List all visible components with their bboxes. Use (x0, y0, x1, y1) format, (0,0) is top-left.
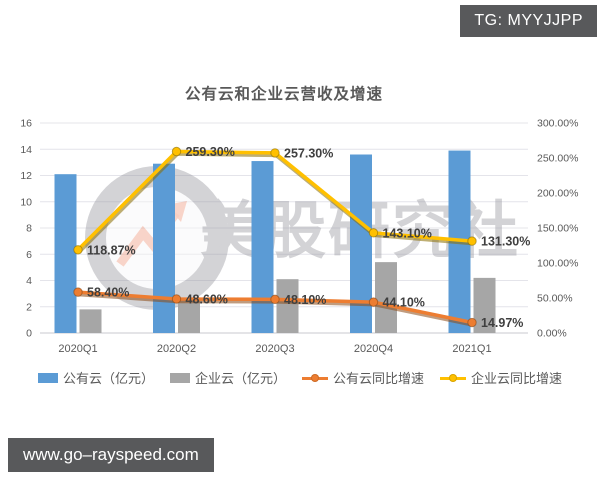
chart-legend: 公有云（亿元） 企业云（亿元） 公有云同比增速 企业云同比增速 (0, 368, 600, 387)
x-axis-tick: 2020Q1 (58, 343, 97, 355)
x-axis-tick: 2021Q1 (452, 343, 491, 355)
x-axis-tick: 2020Q2 (157, 343, 196, 355)
orange-line-swatch-icon (302, 373, 328, 383)
data-label: 259.30% (186, 145, 235, 159)
bar-公有云（亿元） (350, 154, 372, 333)
left-axis-tick: 8 (26, 223, 32, 235)
legend-item-public-cloud-growth: 公有云同比增速 (302, 368, 424, 387)
bar-公有云（亿元） (54, 174, 77, 333)
marker-公有云同比增速 (467, 317, 477, 328)
left-axis-tick: 4 (26, 275, 32, 287)
data-label: 143.10% (383, 226, 432, 240)
chart-title: 公有云和企业云营收及增速 (184, 86, 383, 103)
gray-bar-swatch-icon (169, 372, 190, 383)
yellow-line-swatch-icon (440, 373, 467, 383)
bar-企业云（亿元） (375, 262, 397, 333)
left-axis-tick: 2 (26, 301, 32, 313)
blue-bar-swatch-icon (37, 372, 58, 383)
bar-企业云（亿元） (79, 309, 102, 333)
marker-企业云同比增速 (73, 245, 83, 255)
legend-label: 企业云（亿元） (194, 371, 286, 386)
right-axis-tick: 50.00% (537, 293, 573, 305)
tg-watermark-badge: TG: MYYJJPP (460, 5, 597, 37)
x-axis-tick: 2020Q4 (354, 343, 393, 355)
data-label: 48.10% (284, 293, 326, 307)
bar-公有云（亿元） (251, 161, 274, 333)
right-axis-tick: 300.00% (537, 118, 578, 130)
right-axis-tick: 100.00% (537, 258, 578, 270)
legend-label: 公有云（亿元） (62, 371, 154, 386)
right-axis-tick: 250.00% (537, 153, 578, 165)
marker-公有云同比增速 (368, 297, 379, 307)
data-label: 44.10% (383, 296, 425, 310)
left-axis-tick: 12 (20, 170, 32, 182)
data-label: 48.60% (186, 292, 228, 306)
legend-label: 公有云同比增速 (333, 371, 425, 386)
marker-公有云同比增速 (171, 294, 182, 304)
marker-公有云同比增速 (270, 294, 280, 305)
legend-item-enterprise-cloud-revenue: 企业云（亿元） (169, 368, 286, 387)
bar-企业云（亿元） (276, 279, 299, 333)
left-axis-tick: 14 (20, 144, 32, 156)
left-axis-tick: 10 (20, 196, 32, 208)
left-axis-tick: 0 (26, 328, 32, 340)
right-axis-tick: 200.00% (537, 188, 578, 200)
marker-企业云同比增速 (368, 228, 379, 238)
legend-item-public-cloud-revenue: 公有云（亿元） (37, 368, 154, 387)
bar-企业云（亿元） (473, 277, 496, 333)
legend-item-enterprise-cloud-growth: 企业云同比增速 (440, 368, 562, 387)
data-label: 131.30% (481, 235, 530, 249)
right-axis-tick: 150.00% (537, 223, 578, 235)
marker-企业云同比增速 (171, 146, 182, 157)
site-watermark-badge: www.go–rayspeed.com (8, 438, 214, 472)
marker-公有云同比增速 (73, 287, 83, 297)
right-axis-tick: 0.00% (537, 328, 567, 340)
data-label: 118.87% (87, 243, 136, 257)
data-label: 58.40% (87, 286, 129, 300)
marker-企业云同比增速 (270, 148, 280, 158)
x-axis-tick: 2020Q3 (255, 343, 294, 355)
bar-公有云（亿元） (153, 163, 175, 333)
data-label: 257.30% (284, 146, 333, 160)
bar-企业云（亿元） (178, 300, 200, 333)
left-axis-tick: 16 (20, 118, 32, 130)
legend-label: 企业云同比增速 (471, 371, 563, 386)
marker-企业云同比增速 (467, 236, 477, 246)
data-label: 14.97% (481, 316, 523, 330)
left-axis-tick: 6 (26, 249, 32, 261)
